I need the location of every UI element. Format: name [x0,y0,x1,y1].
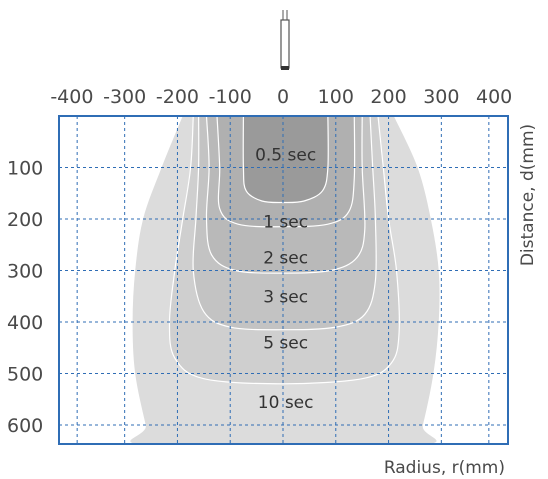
zone-label: 0.5 sec [255,146,316,166]
sensor-probe-icon [280,10,290,70]
x-tick-label: 300 [423,86,459,108]
zone-label: 1 sec [263,213,308,233]
x-tick-label: -200 [156,86,199,108]
zone-labels: 0.5 sec 1 sec 2 sec 3 sec 5 sec 10 sec [255,146,316,413]
zone-label: 3 sec [263,287,308,307]
x-tick-label: 400 [476,86,512,108]
x-tick-label: 100 [318,86,354,108]
y-axis-title: Distance, d(mm) [518,124,538,266]
x-axis-title: Radius, r(mm) [384,458,505,478]
plot-frame [58,115,509,445]
sensing-zones [130,116,440,444]
zone-label: 10 sec [258,393,314,413]
x-tick-label: -300 [103,86,146,108]
grid-lines [59,116,508,444]
y-tick-label: 600 [7,415,43,437]
x-tick-label: -100 [209,86,252,108]
y-tick-label: 400 [7,312,43,334]
x-axis-ticks: -400 -300 -200 -100 0 100 200 300 400 [50,86,512,108]
x-tick-label: 0 [277,86,289,108]
x-tick-label: -400 [50,86,93,108]
y-tick-label: 200 [7,209,43,231]
y-tick-label: 100 [7,158,43,180]
x-tick-label: 200 [370,86,406,108]
y-axis-ticks: 100 200 300 400 500 600 [7,158,43,438]
y-tick-label: 300 [7,261,43,283]
zone-label: 2 sec [263,249,308,269]
y-tick-label: 500 [7,364,43,386]
zone-label: 5 sec [263,334,308,354]
